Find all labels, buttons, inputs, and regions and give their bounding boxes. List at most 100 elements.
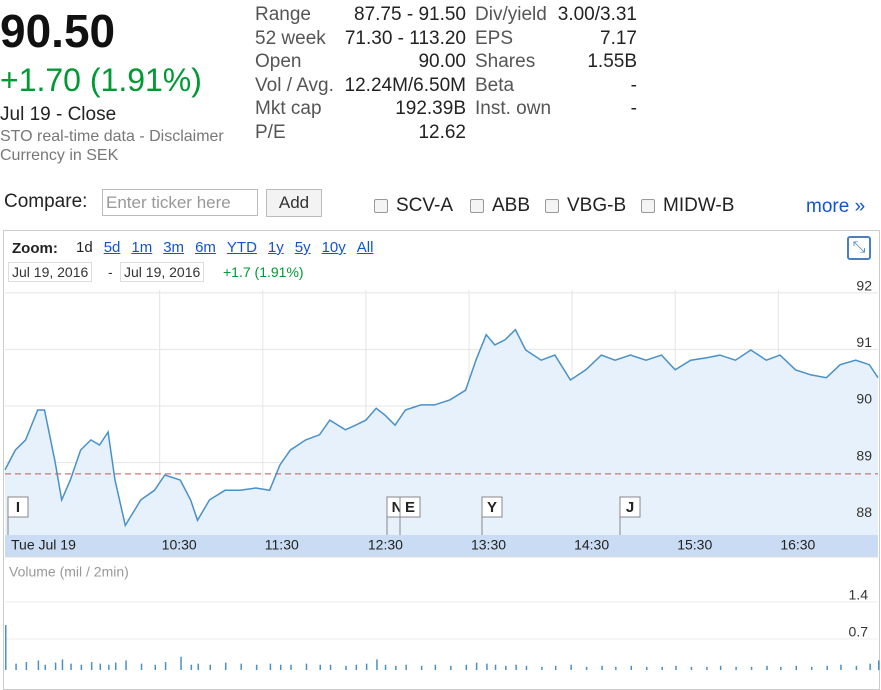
volume-bar	[601, 665, 603, 670]
x-tick-label: Tue Jul 19	[11, 537, 76, 553]
stat-label: 52 week	[255, 27, 326, 49]
volume-bar	[869, 663, 871, 670]
event-label: Y	[487, 499, 497, 516]
zoom-option[interactable]: 1y	[267, 239, 284, 256]
volume-bar	[515, 664, 517, 670]
currency: Currency in SEK	[0, 147, 119, 164]
volume-bar	[810, 666, 813, 670]
volume-bar	[154, 664, 157, 670]
volume-bar	[475, 662, 478, 670]
volume-bar	[37, 660, 40, 670]
volume-bar	[541, 666, 543, 670]
stat-value: -	[630, 98, 637, 119]
date-to[interactable]: Jul 19, 2016	[120, 262, 205, 282]
stat-label: Shares	[475, 51, 536, 72]
volume-bar	[108, 664, 110, 670]
volume-bar	[780, 666, 782, 670]
more-link[interactable]: more »	[806, 196, 866, 217]
volume-bar	[125, 660, 127, 670]
volume-bar	[305, 663, 308, 670]
volume-bar	[164, 662, 167, 670]
volume-bar	[405, 664, 407, 670]
volume-bar	[615, 666, 617, 670]
price-area	[5, 329, 878, 535]
stat-value: -	[630, 74, 637, 96]
volume-bar	[675, 665, 677, 670]
volume-bar	[5, 625, 7, 670]
ticker-name[interactable]: SCV-A	[396, 195, 454, 216]
ticker-name[interactable]: MIDW-B	[663, 195, 735, 216]
stat-label: P/E	[255, 121, 286, 143]
zoom-label: Zoom:	[12, 240, 58, 257]
volume-bar	[114, 662, 117, 670]
x-tick-label: 11:30	[265, 537, 299, 553]
y-tick-label: 91	[856, 334, 872, 350]
volume-bar	[365, 663, 368, 670]
add-button[interactable]: Add	[266, 189, 322, 217]
zoom-option[interactable]: All	[356, 239, 374, 256]
volume-title: Volume (mil / 2min)	[9, 564, 129, 580]
volume-bar	[840, 664, 842, 670]
stat-value: 7.17	[600, 27, 637, 49]
x-tick-label: 10:30	[162, 537, 197, 553]
volume-bar	[465, 664, 468, 670]
price-line	[4, 328, 879, 528]
volume-bar	[585, 666, 588, 670]
y-tick-label: 89	[856, 447, 872, 463]
fullscreen-button[interactable]: ⤡	[847, 236, 871, 260]
date-from[interactable]: Jul 19, 2016	[8, 262, 93, 282]
close-date: Jul 19 - Close	[0, 104, 117, 125]
x-tick-label: 12:30	[368, 537, 403, 553]
stat-value: 1.55B	[587, 51, 637, 72]
volume-bar	[735, 666, 737, 670]
stat-value: 90.00	[418, 51, 466, 72]
compare-label: Compare:	[4, 191, 88, 212]
ticker-name[interactable]: ABB	[492, 195, 531, 216]
volume-bar	[290, 664, 292, 670]
ticker-checkbox[interactable]	[374, 199, 388, 213]
zoom-option[interactable]: 3m	[163, 239, 185, 256]
ticker-input[interactable]: Enter ticker here	[102, 189, 258, 216]
volume-bar	[224, 662, 227, 670]
zoom-option[interactable]: YTD	[226, 239, 257, 256]
volume-bar	[661, 666, 663, 670]
stat-value: 12.62	[418, 121, 466, 143]
volume-bar	[269, 663, 272, 670]
ticker-checkbox[interactable]	[470, 199, 484, 213]
volume-bar	[420, 665, 423, 670]
stat-value: 12.24M/6.50M	[344, 74, 466, 96]
ticker-checkbox[interactable]	[641, 199, 655, 213]
y-tick-label: 1.4	[849, 587, 869, 603]
volume-bar	[384, 664, 387, 670]
volume-bar	[197, 663, 199, 670]
event-label: E	[405, 499, 415, 516]
zoom-option[interactable]: 10y	[321, 239, 346, 256]
stat-value: 192.39B	[395, 98, 466, 119]
volume-bar	[690, 666, 693, 670]
ticker-name[interactable]: VBG-B	[567, 195, 627, 216]
stat-label: Mkt cap	[255, 98, 322, 119]
stat-value: 87.75 - 91.50	[354, 4, 466, 25]
volume-bar	[826, 665, 828, 670]
zoom-option[interactable]: 5d	[103, 239, 121, 256]
x-tick-label: 13:30	[471, 537, 506, 553]
volume-bar	[878, 660, 880, 670]
y-tick-label: 0.7	[849, 624, 869, 640]
stat-label: Range	[255, 4, 311, 25]
volume-bar	[554, 665, 557, 670]
volume-bar	[70, 663, 72, 670]
volume-bar	[719, 665, 722, 670]
volume-bar	[329, 664, 332, 670]
range-change: +1.7 (1.91%)	[223, 264, 304, 280]
ticker-checkbox[interactable]	[545, 199, 559, 213]
volume-bar	[255, 664, 258, 670]
volume-bar	[766, 665, 768, 670]
y-tick-label: 88	[856, 504, 872, 520]
zoom-option[interactable]: 5y	[294, 239, 311, 256]
event-label: I	[16, 499, 20, 516]
zoom-option[interactable]: 1m	[131, 239, 153, 256]
volume-bar	[54, 662, 57, 670]
zoom-option[interactable]: 6m	[195, 239, 216, 256]
zoom-option[interactable]: 1d	[76, 239, 93, 256]
x-tick-label: 14:30	[574, 537, 609, 553]
